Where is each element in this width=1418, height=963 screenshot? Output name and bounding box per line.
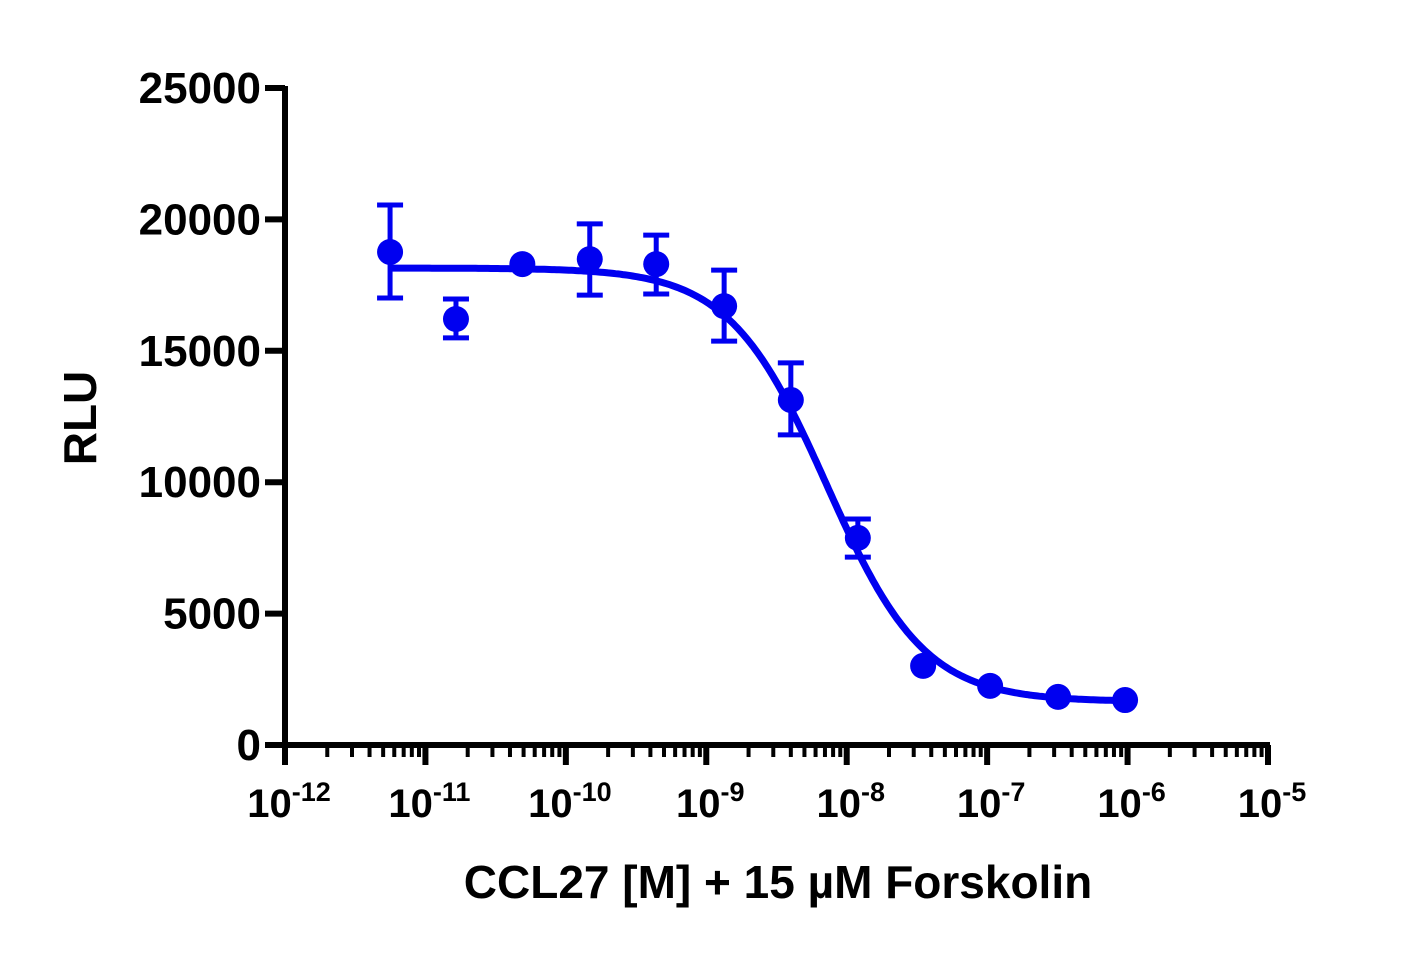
data-point [1112, 687, 1139, 714]
x-tick-label-exponent: -9 [721, 777, 745, 807]
data-point [442, 306, 469, 333]
x-tick-label-exponent: -8 [861, 777, 885, 807]
fit-curve [390, 264, 1126, 705]
x-tick-label-base: 10 [816, 782, 861, 826]
x-tick-label-exponent: -10 [573, 777, 612, 807]
x-tick-label-base: 10 [676, 782, 721, 826]
data-point [509, 251, 536, 278]
x-tick-label-base: 10 [528, 782, 573, 826]
x-tick-label-exponent: -7 [1001, 777, 1025, 807]
x-tick-label: 10-9 [676, 777, 745, 826]
y-tick-label: 25000 [139, 64, 261, 113]
x-tick-label: 10-11 [388, 777, 470, 826]
y-tick-label: 5000 [163, 590, 261, 639]
x-tick-label-exponent: -5 [1282, 777, 1306, 807]
y-tick-label: 15000 [139, 327, 261, 376]
x-tick-label-base: 10 [388, 782, 433, 826]
y-tick-label: 20000 [139, 195, 261, 244]
data-point [910, 652, 937, 679]
x-tick-label-base: 10 [1238, 782, 1283, 826]
data-point [777, 386, 804, 413]
x-axis-label: CCL27 [M] + 15 µM Forskolin [464, 856, 1092, 908]
x-tick-label: 10-8 [816, 777, 885, 826]
data-marks [377, 202, 1139, 714]
x-tick-label-exponent: -12 [292, 777, 331, 807]
x-tick-label: 10-5 [1238, 777, 1307, 826]
y-tick-label: 10000 [139, 458, 261, 507]
x-tick-label-base: 10 [1097, 782, 1142, 826]
x-tick-label: 10-12 [247, 777, 331, 826]
x-tick-label-base: 10 [957, 782, 1002, 826]
y-axis-label: RLU [54, 371, 106, 466]
y-tick-label: 0 [237, 721, 261, 770]
x-tick-label: 10-6 [1097, 777, 1166, 826]
data-point [576, 246, 603, 273]
x-tick-label: 10-10 [528, 777, 612, 826]
x-tick-label-base: 10 [247, 782, 292, 826]
data-point [377, 238, 404, 265]
x-tick-label-exponent: -6 [1142, 777, 1166, 807]
data-point [711, 293, 738, 320]
x-tick-label: 10-7 [957, 777, 1026, 826]
data-point [977, 672, 1004, 699]
x-tick-label-exponent: -11 [433, 777, 471, 807]
data-point [844, 524, 871, 551]
data-point [1045, 683, 1072, 710]
data-point [643, 251, 670, 278]
